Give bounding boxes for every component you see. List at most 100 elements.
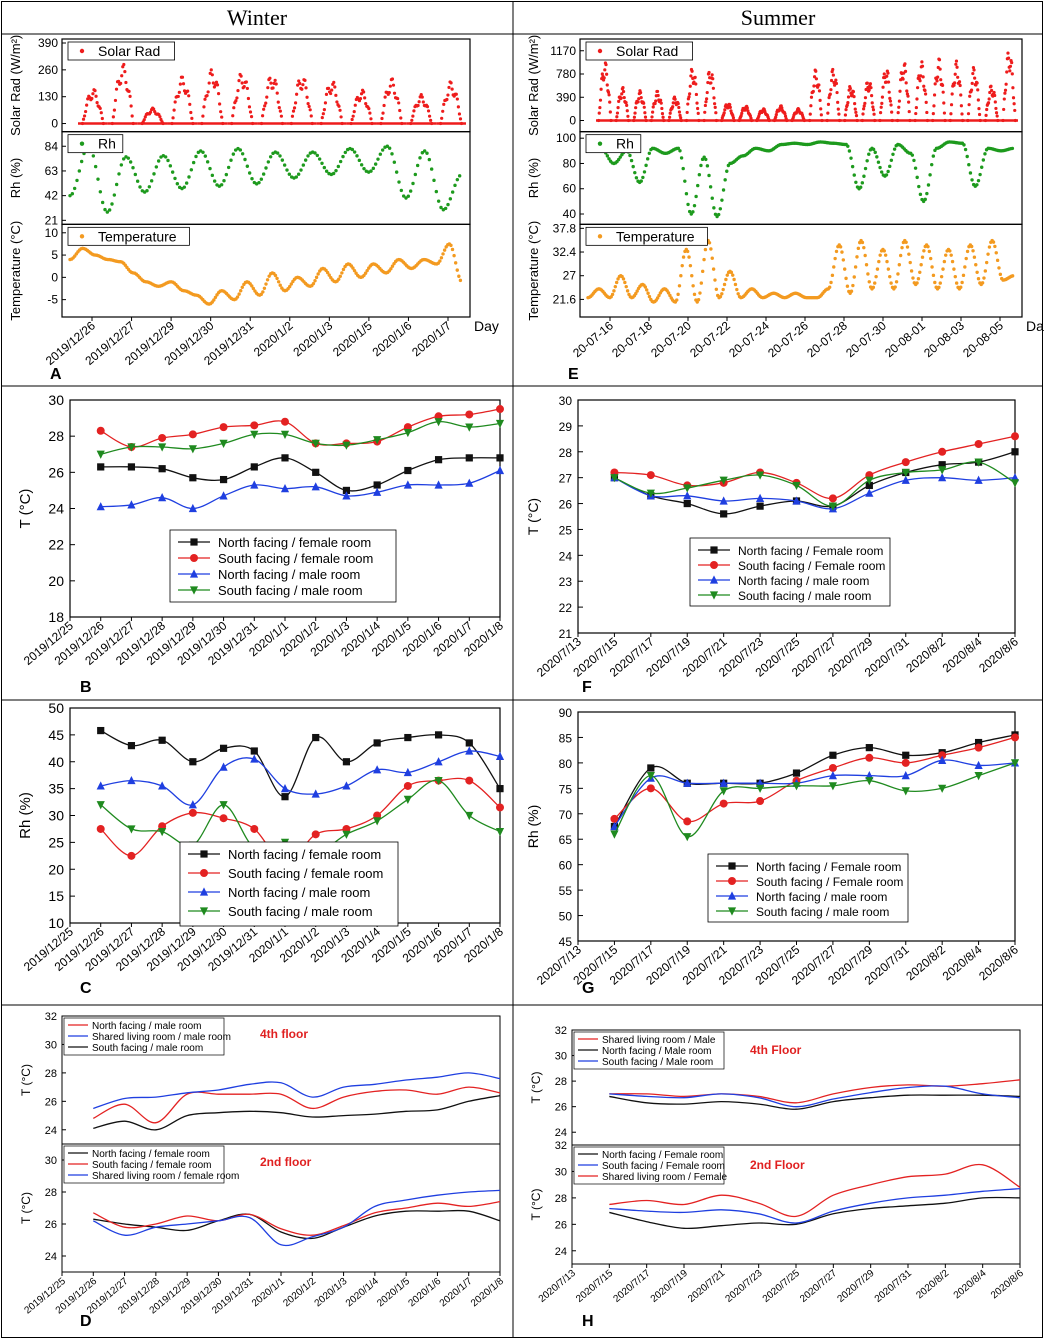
data-point xyxy=(408,189,413,193)
data-point xyxy=(103,207,107,212)
data-point xyxy=(306,154,310,158)
data-point xyxy=(675,298,679,302)
scatter-series xyxy=(78,62,466,126)
x-tick-label: 2020/1/8 xyxy=(469,1276,506,1310)
data-point xyxy=(616,106,620,110)
data-point xyxy=(919,74,923,78)
data-point xyxy=(836,100,840,104)
data-point xyxy=(995,114,999,118)
data-point xyxy=(856,246,861,251)
series-line xyxy=(100,469,501,510)
data-point xyxy=(129,104,133,108)
data-point xyxy=(368,111,372,115)
y-tick-label: 30 xyxy=(48,392,64,408)
data-point xyxy=(817,83,821,87)
data-point xyxy=(610,292,615,297)
legend: Solar Rad xyxy=(585,41,693,61)
data-point xyxy=(689,74,693,78)
y-tick-label: 29 xyxy=(559,420,573,434)
data-point xyxy=(884,80,888,84)
x-tick-label: 2020/7/27 xyxy=(798,1268,839,1305)
data-point xyxy=(879,170,884,174)
data-point xyxy=(811,89,815,94)
data-point xyxy=(846,101,850,105)
data-point-square xyxy=(250,463,258,471)
data-point xyxy=(262,286,267,290)
data-point xyxy=(886,169,890,174)
data-point xyxy=(273,78,277,82)
y-tick-label: 21.6 xyxy=(553,292,577,306)
data-point xyxy=(324,92,329,96)
panel-B: 302826242220182019/12/252019/12/262019/1… xyxy=(17,392,506,696)
x-tick-label: 2020/1/7 xyxy=(438,1276,475,1310)
data-point-triangle-down xyxy=(1010,759,1020,768)
data-point-square xyxy=(465,739,473,747)
data-point xyxy=(817,89,822,93)
data-point xyxy=(278,154,282,158)
data-point xyxy=(156,159,161,163)
data-point xyxy=(671,101,675,105)
data-point xyxy=(926,244,930,249)
data-point xyxy=(984,113,988,117)
data-point xyxy=(698,291,702,295)
series-line xyxy=(613,734,1016,827)
data-point xyxy=(458,117,463,121)
data-point xyxy=(894,280,899,284)
x-tick-label: 20-08-03 xyxy=(921,318,967,360)
data-point xyxy=(691,210,695,214)
y-axis-label: T (°C) xyxy=(529,1072,543,1104)
data-point xyxy=(723,178,727,182)
data-point-circle xyxy=(610,814,619,823)
data-point-square xyxy=(189,758,197,766)
data-point xyxy=(94,94,98,98)
scatter-series xyxy=(596,51,1018,123)
y-tick-label: 18 xyxy=(48,609,64,625)
data-point xyxy=(722,111,726,115)
y-tick-label: 40 xyxy=(563,207,577,221)
data-point xyxy=(852,275,856,279)
legend-box xyxy=(67,134,124,154)
y-tick-label: 25 xyxy=(559,523,573,537)
data-point-triangle-up xyxy=(342,491,351,500)
data-point-triangle-down xyxy=(189,586,199,595)
data-point-triangle-up xyxy=(792,496,801,505)
series-south-facing-male-room xyxy=(96,418,505,459)
data-point-triangle-up xyxy=(280,484,290,493)
legend-label: South facing / female room xyxy=(92,1160,212,1171)
panel-label: D xyxy=(80,1313,92,1330)
data-point xyxy=(1011,86,1015,90)
data-point xyxy=(226,165,231,170)
data-point xyxy=(855,255,859,259)
data-point xyxy=(975,270,979,274)
data-point xyxy=(238,148,243,152)
data-point xyxy=(1005,70,1009,74)
data-point-triangle-down xyxy=(865,777,874,786)
y-axis-label: T (°C) xyxy=(529,1189,543,1221)
data-point xyxy=(668,293,672,298)
data-point xyxy=(867,152,871,156)
data-point xyxy=(142,118,146,122)
data-point-triangle-up xyxy=(158,781,167,790)
x-tick-label: 2020/1/7 xyxy=(409,318,454,359)
data-point xyxy=(690,274,694,278)
y-tick-label: 100 xyxy=(556,131,576,145)
data-point xyxy=(718,294,723,299)
data-point xyxy=(242,84,246,89)
data-point xyxy=(695,101,699,105)
legend: Rh xyxy=(67,134,124,154)
y-tick-label: 30 xyxy=(48,808,64,824)
data-point xyxy=(338,159,343,164)
data-point xyxy=(295,92,299,96)
data-point xyxy=(907,109,911,114)
data-point xyxy=(953,72,957,76)
data-point-triangle-up xyxy=(250,480,259,489)
data-point xyxy=(656,93,660,98)
data-point xyxy=(210,173,215,178)
data-point xyxy=(901,77,905,81)
data-point xyxy=(90,96,94,101)
data-point xyxy=(954,62,958,66)
data-point xyxy=(260,114,265,118)
data-point xyxy=(960,280,964,285)
